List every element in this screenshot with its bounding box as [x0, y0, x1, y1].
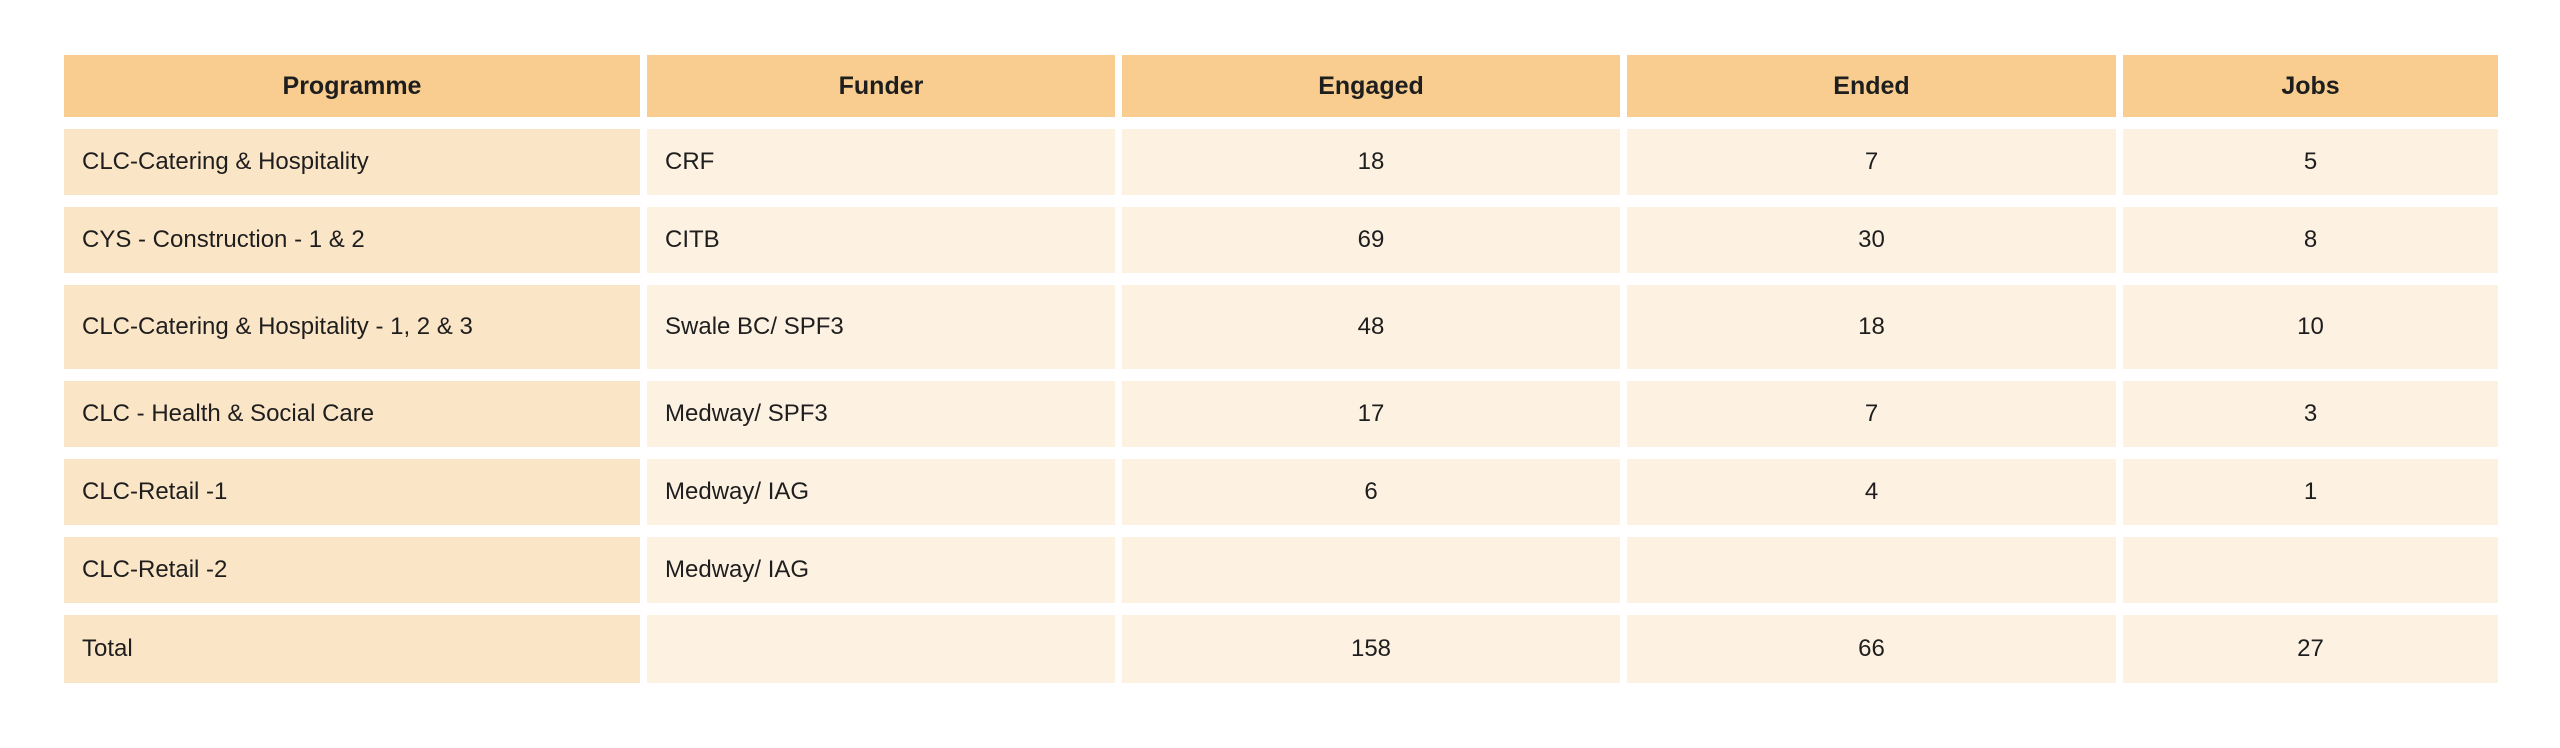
column-header-engaged: Engaged: [1122, 55, 1620, 117]
cell-programme: CLC-Catering & Hospitality: [64, 129, 640, 195]
cell-ended: 7: [1627, 381, 2116, 447]
cell-jobs: 1: [2123, 459, 2498, 525]
cell-engaged: 18: [1122, 129, 1620, 195]
column-header-ended: Ended: [1627, 55, 2116, 117]
cell-programme: CLC - Health & Social Care: [64, 381, 640, 447]
cell-funder: CRF: [647, 129, 1115, 195]
cell-programme: CYS - Construction - 1 & 2: [64, 207, 640, 273]
cell-jobs: 8: [2123, 207, 2498, 273]
cell-programme: CLC-Retail -2: [64, 537, 640, 603]
cell-engaged: 6: [1122, 459, 1620, 525]
cell-total-engaged: 158: [1122, 615, 1620, 683]
cell-ended: 30: [1627, 207, 2116, 273]
cell-total-label: Total: [64, 615, 640, 683]
cell-jobs: 3: [2123, 381, 2498, 447]
cell-engaged: [1122, 537, 1620, 603]
cell-funder: Medway/ IAG: [647, 537, 1115, 603]
cell-funder: Medway/ IAG: [647, 459, 1115, 525]
cell-jobs: 10: [2123, 285, 2498, 369]
cell-jobs: 5: [2123, 129, 2498, 195]
cell-ended: 18: [1627, 285, 2116, 369]
cell-ended: 7: [1627, 129, 2116, 195]
cell-funder: CITB: [647, 207, 1115, 273]
cell-ended: [1627, 537, 2116, 603]
cell-funder: Swale BC/ SPF3: [647, 285, 1115, 369]
cell-jobs: [2123, 537, 2498, 603]
cell-engaged: 17: [1122, 381, 1620, 447]
cell-total-ended: 66: [1627, 615, 2116, 683]
column-header-programme: Programme: [64, 55, 640, 117]
cell-programme: CLC-Catering & Hospitality - 1, 2 & 3: [64, 285, 640, 369]
cell-engaged: 48: [1122, 285, 1620, 369]
cell-funder: Medway/ SPF3: [647, 381, 1115, 447]
cell-total-funder: [647, 615, 1115, 683]
programme-results-table: Programme Funder Engaged Ended Jobs CLC-…: [64, 55, 2498, 683]
cell-ended: 4: [1627, 459, 2116, 525]
column-header-funder: Funder: [647, 55, 1115, 117]
cell-total-jobs: 27: [2123, 615, 2498, 683]
cell-programme: CLC-Retail -1: [64, 459, 640, 525]
column-header-jobs: Jobs: [2123, 55, 2498, 117]
cell-engaged: 69: [1122, 207, 1620, 273]
